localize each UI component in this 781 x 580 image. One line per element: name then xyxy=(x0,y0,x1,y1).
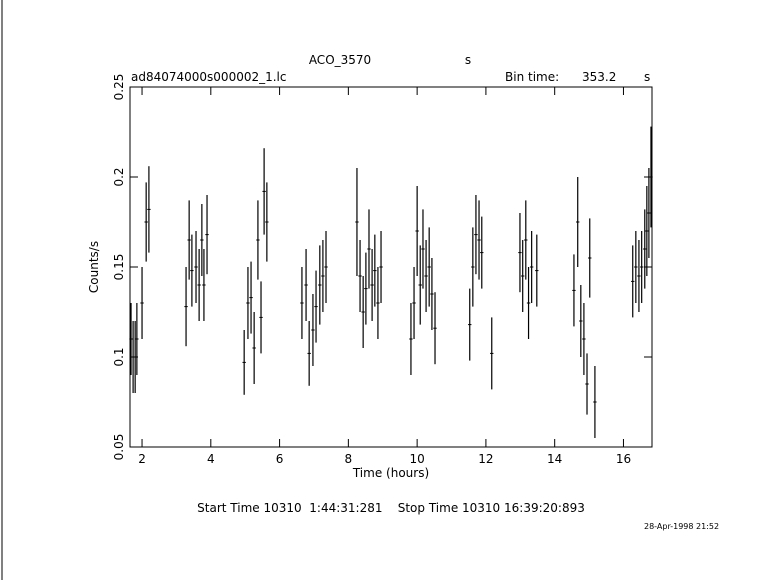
bin-time: 353.2 xyxy=(582,70,616,84)
date-stamp: 28-Apr-1998 21:52 xyxy=(644,522,719,531)
chart-title: ACO_3570 xyxy=(309,53,371,67)
subtitle: ad84074000s000002_1.lc xyxy=(131,70,287,84)
y-tick-label: 0.25 xyxy=(112,74,126,101)
x-tick-label: 8 xyxy=(345,452,353,466)
x-tick-label: 14 xyxy=(547,452,562,466)
y-tick-label: 0.1 xyxy=(112,347,126,366)
x-tick-label: 4 xyxy=(207,452,215,466)
x-tick-label: 10 xyxy=(409,452,424,466)
y-axis-label: Counts/s xyxy=(87,241,101,293)
y-tick-label: 0.15 xyxy=(112,254,126,281)
bin-time-unit: s xyxy=(644,70,650,84)
x-tick-label: 12 xyxy=(478,452,493,466)
title-unit: s xyxy=(465,53,471,67)
x-axis-label: Time (hours) xyxy=(352,466,429,480)
x-tick-label: 2 xyxy=(138,452,146,466)
bin-time-label: Bin time: xyxy=(505,70,559,84)
y-tick-label: 0.2 xyxy=(112,167,126,186)
x-tick-label: 6 xyxy=(276,452,284,466)
y-tick-label: 0.05 xyxy=(112,434,126,461)
time-range: Start Time 10310 1:44:31:281 Stop Time 1… xyxy=(197,501,585,515)
x-tick-label: 16 xyxy=(616,452,631,466)
